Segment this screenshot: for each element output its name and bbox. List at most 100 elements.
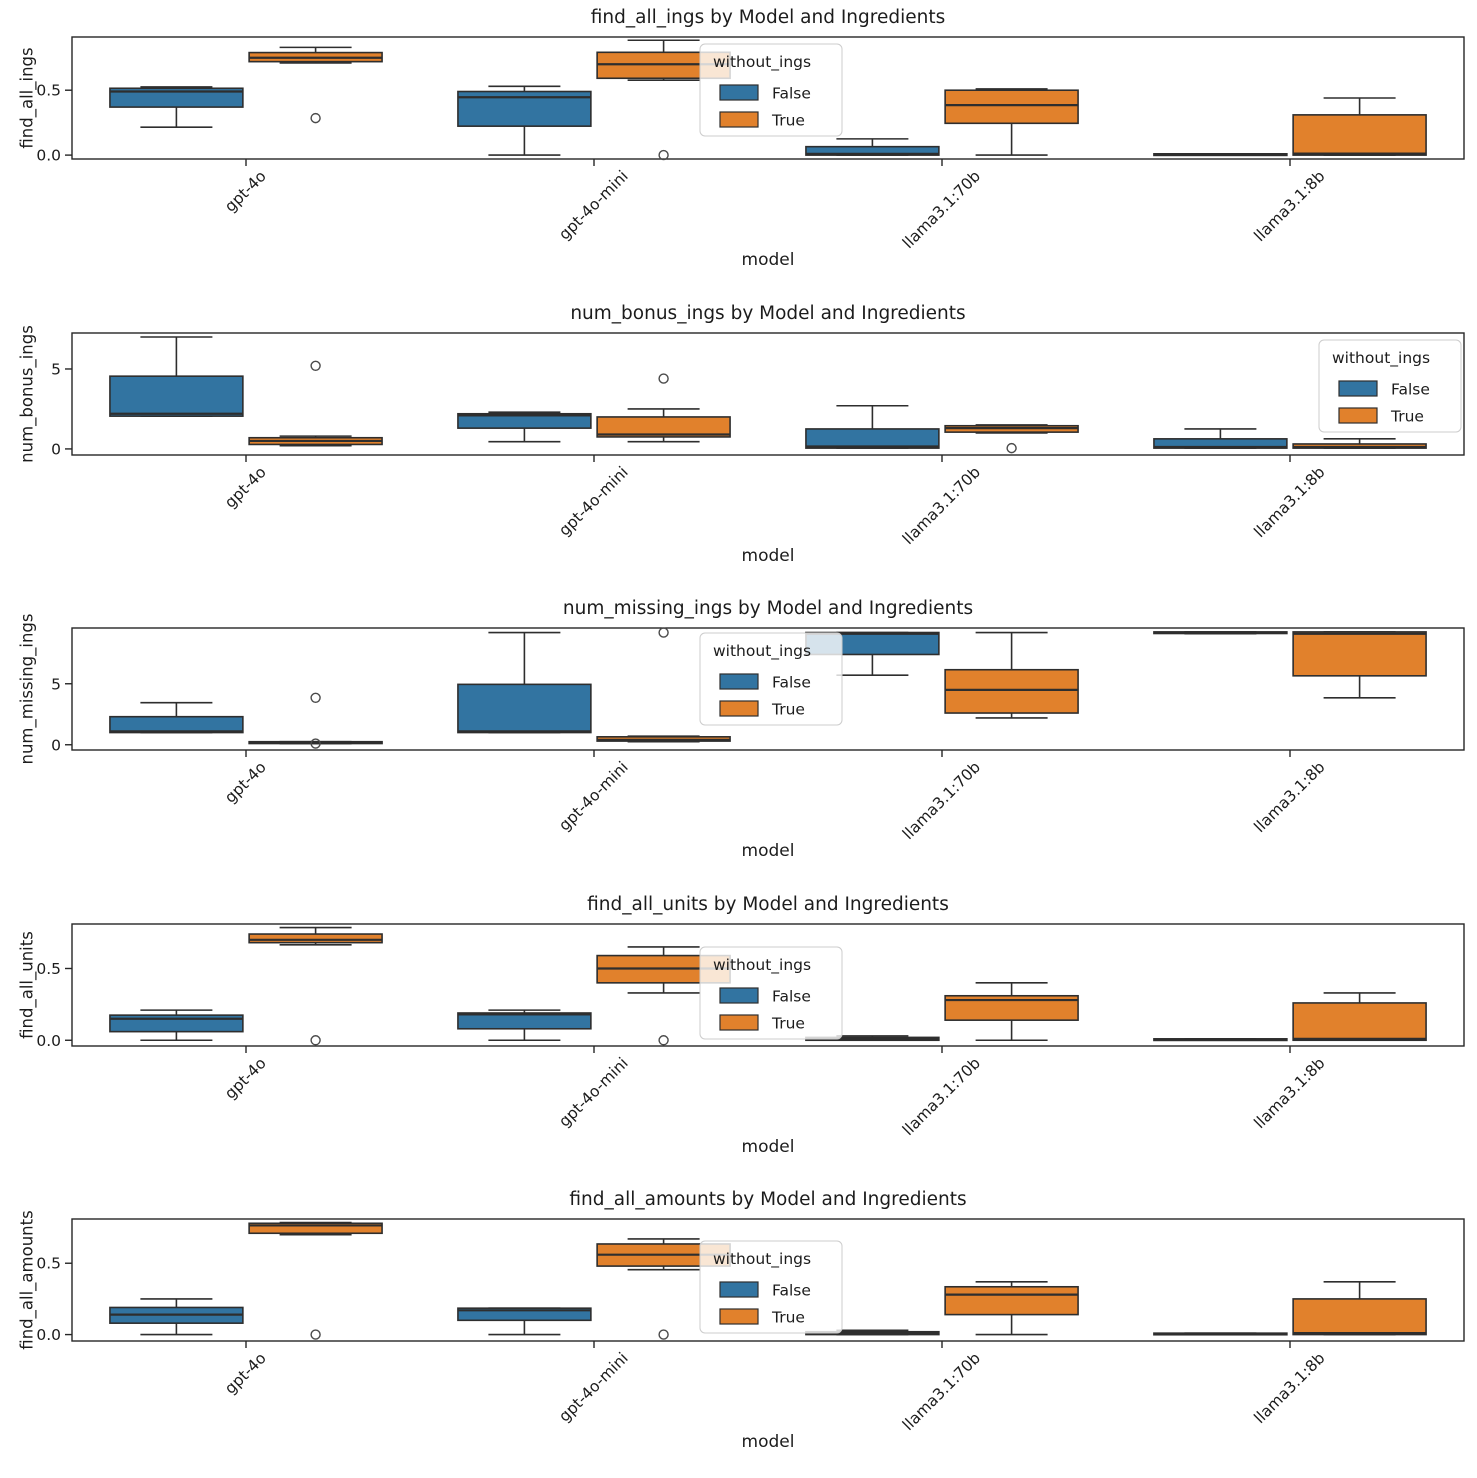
box-find_all_amounts-gpt-4o-True xyxy=(248,1222,383,1341)
box-find_all_amounts-llama3.1:70b-True xyxy=(944,1281,1079,1336)
box-find_all_units-llama3.1:8b-True xyxy=(1292,991,1427,1041)
box-num_bonus_ings-gpt-4o-False xyxy=(109,335,244,417)
box-num_missing_ings-llama3.1:8b-True xyxy=(1292,631,1427,699)
legend: without_ings False True xyxy=(699,946,843,1040)
plot-area xyxy=(71,331,1465,456)
y-tick-label: 0 xyxy=(51,736,61,754)
iqr-box xyxy=(596,415,731,438)
x-tick-label: llama3.1:70b xyxy=(899,758,984,843)
iqr-box xyxy=(1292,631,1427,677)
x-axis-label: model xyxy=(741,545,795,566)
box-find_all_amounts-llama3.1:8b-False xyxy=(1153,1332,1288,1336)
legend-swatch-true xyxy=(719,1308,759,1325)
box-num_missing_ings-llama3.1:70b-True xyxy=(944,631,1079,719)
legend: without_ings False True xyxy=(1318,339,1462,433)
box-num_bonus_ings-llama3.1:8b-False xyxy=(1153,427,1288,449)
x-tick-label: gpt-4o xyxy=(221,758,270,807)
box-num_missing_ings-gpt-4o-mini-False xyxy=(457,631,592,734)
iqr-box xyxy=(805,427,940,449)
outlier-point xyxy=(310,738,321,749)
y-tick-label: 0.0 xyxy=(36,1326,61,1344)
legend: without_ings False True xyxy=(699,43,843,137)
subplot-num-bonus-ings: num_bonus_ings by Model and Ingredients … xyxy=(0,296,1477,592)
iqr-box xyxy=(109,716,244,734)
x-axis-label: model xyxy=(741,841,795,862)
iqr-box xyxy=(1292,114,1427,156)
y-tick-label: 0.0 xyxy=(36,147,61,165)
box-find_all_ings-gpt-4o-False xyxy=(109,86,244,129)
box-num_missing_ings-gpt-4o-False xyxy=(109,702,244,734)
x-tick-label: llama3.1:8b xyxy=(1251,1054,1329,1132)
y-tick-label: 0.0 xyxy=(36,1032,61,1050)
outlier-point xyxy=(658,1034,669,1046)
y-tick-label: 0.5 xyxy=(36,82,61,100)
chart-title: find_all_units by Model and Ingredients xyxy=(587,893,949,915)
x-tick-label: gpt-4o xyxy=(221,1349,270,1398)
legend-swatch-true xyxy=(719,111,759,128)
box-num_missing_ings-gpt-4o-mini-True xyxy=(596,627,731,743)
outlier-point xyxy=(658,1329,669,1341)
legend-swatch-false xyxy=(1338,379,1378,397)
iqr-box xyxy=(457,412,592,429)
iqr-box xyxy=(109,87,244,108)
legend-swatch-true xyxy=(719,700,759,717)
x-axis-label: model xyxy=(741,1432,795,1453)
outlier-point xyxy=(658,372,669,384)
box-find_all_ings-llama3.1:8b-False xyxy=(1153,153,1288,157)
box-find_all_ings-gpt-4o-mini-False xyxy=(457,85,592,156)
x-tick-label: llama3.1:8b xyxy=(1251,167,1329,245)
legend-title: without_ings xyxy=(713,53,811,72)
legend-swatch-true xyxy=(719,1014,759,1031)
legend-title: without_ings xyxy=(1332,349,1430,368)
legend-title: without_ings xyxy=(713,1250,811,1269)
legend-swatch-false xyxy=(719,84,759,101)
subplot-find-all-units: find_all_units by Model and Ingredients … xyxy=(0,887,1477,1183)
subplot-num-missing-ings: num_missing_ings by Model and Ingredient… xyxy=(0,591,1477,887)
x-tick-label: gpt-4o xyxy=(221,167,270,216)
x-tick-label: llama3.1:8b xyxy=(1251,1349,1329,1427)
chart-title: num_bonus_ings by Model and Ingredients xyxy=(570,302,966,324)
legend-swatch-true xyxy=(1338,406,1378,424)
x-tick-label: gpt-4o xyxy=(221,463,270,512)
x-tick-label: llama3.1:70b xyxy=(899,463,984,548)
box-find_all_ings-llama3.1:70b-False xyxy=(805,138,940,156)
subplot-find-all-ings: find_all_ings by Model and Ingredients f… xyxy=(0,0,1477,296)
x-tick-label: llama3.1:8b xyxy=(1251,463,1329,541)
legend-label-false: False xyxy=(772,674,811,692)
legend-label-false: False xyxy=(772,1282,811,1300)
outlier-point xyxy=(658,149,669,161)
outlier-point xyxy=(310,112,321,124)
legend-swatch-false xyxy=(719,987,759,1004)
y-tick-label: 0.5 xyxy=(36,1255,61,1273)
outlier-point xyxy=(658,627,669,638)
box-find_all_units-llama3.1:70b-True xyxy=(944,981,1079,1041)
boxplot-canvas-1: 0 5 gpt-4o gpt-4o-mini llama3.1:70b llama3.1:… xyxy=(51,331,1465,548)
box-find_all_units-llama3.1:8b-False xyxy=(1153,1037,1288,1042)
x-tick-label: llama3.1:70b xyxy=(899,167,984,252)
x-axis-label: model xyxy=(741,1136,795,1157)
iqr-box xyxy=(109,1014,244,1033)
legend-label-false: False xyxy=(1391,380,1430,398)
iqr-box xyxy=(805,145,940,156)
box-num_bonus_ings-gpt-4o-mini-False xyxy=(457,410,592,443)
box-num_missing_ings-llama3.1:8b-False xyxy=(1153,631,1288,635)
box-find_all_amounts-llama3.1:8b-True xyxy=(1292,1281,1427,1336)
box-find_all_units-gpt-4o-True xyxy=(248,926,383,1046)
box-find_all_amounts-gpt-4o-False xyxy=(109,1298,244,1336)
x-tick-label: llama3.1:70b xyxy=(899,1349,984,1434)
legend-label-true: True xyxy=(771,112,805,130)
y-tick-label: 5 xyxy=(51,360,61,378)
box-find_all_ings-llama3.1:70b-True xyxy=(944,88,1079,156)
x-tick-label: gpt-4o-mini xyxy=(555,167,631,243)
chart-title: num_missing_ings by Model and Ingredient… xyxy=(562,598,974,620)
x-axis-label: model xyxy=(741,250,795,270)
outlier-point xyxy=(1006,442,1017,453)
box-find_all_units-gpt-4o-False xyxy=(109,1009,244,1041)
iqr-box xyxy=(1292,1001,1427,1041)
y-tick-label: 0 xyxy=(51,440,61,458)
iqr-box xyxy=(1292,1298,1427,1336)
x-tick-label: llama3.1:70b xyxy=(899,1054,984,1139)
box-num_bonus_ings-gpt-4o-True xyxy=(248,360,383,447)
outlier-point xyxy=(310,1329,321,1341)
